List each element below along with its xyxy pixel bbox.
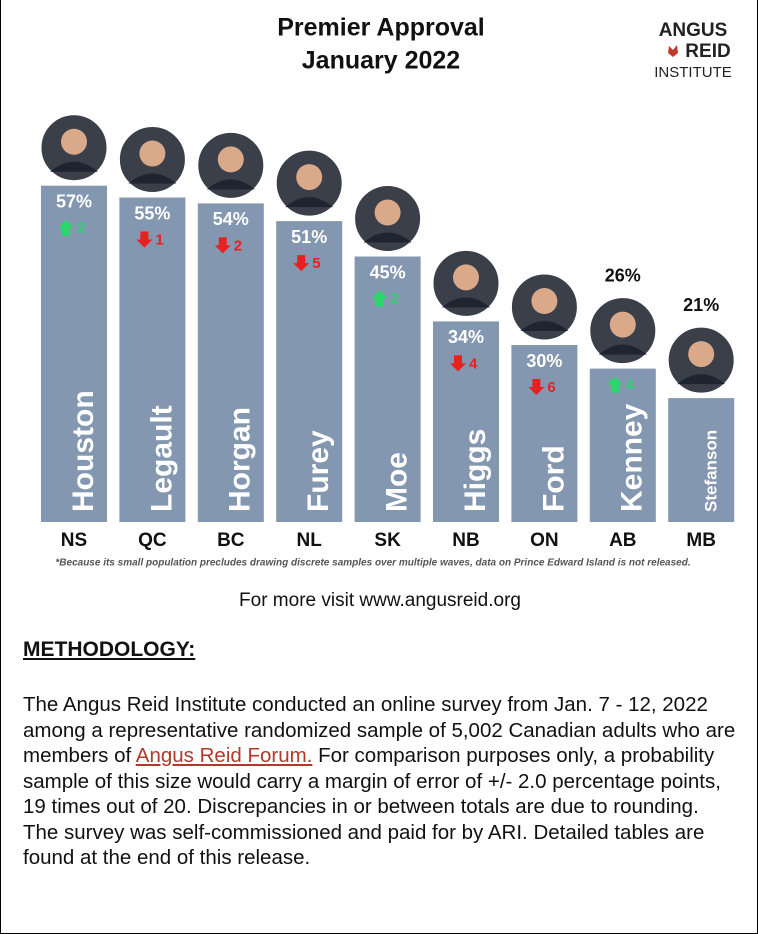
portrait-suit	[50, 161, 98, 172]
methodology-text: The Angus Reid Institute conducted an on…	[23, 692, 739, 871]
portrait-face	[688, 341, 715, 368]
premier-name: Higgs	[459, 429, 492, 512]
x-tick-label: MB	[686, 530, 716, 551]
bar	[668, 398, 735, 522]
value-label: 21%	[683, 295, 719, 315]
change-label: 5	[312, 255, 320, 272]
premier-name: Houston	[67, 390, 100, 512]
portrait-suit	[363, 232, 412, 243]
logo-text: INSTITUTE	[654, 64, 732, 81]
change-arrow	[606, 376, 623, 393]
chart-title: Premier Approval	[277, 14, 484, 42]
portrait-face	[61, 128, 87, 155]
premier-name: Furey	[302, 430, 335, 512]
change-label: 2	[77, 220, 85, 237]
visit-link-text: For more visit www.angusreid.org	[239, 590, 521, 611]
text: For comparison purposes only, a probabil…	[23, 744, 721, 869]
x-tick-label: ON	[530, 530, 559, 551]
portrait-suit	[598, 344, 647, 355]
premier-name: Horgan	[224, 407, 257, 512]
bar	[354, 256, 421, 522]
bar	[41, 185, 107, 522]
portrait-face	[296, 164, 323, 191]
portrait-face	[531, 288, 558, 314]
portrait-suit	[442, 297, 490, 308]
value-label: 30%	[526, 351, 562, 371]
value-label: 45%	[370, 262, 406, 282]
premier-name: Moe	[381, 452, 414, 512]
text: The Angus Reid Institute conducted an on…	[23, 693, 736, 767]
premier-name: Stefanson	[702, 430, 721, 512]
portrait-face	[217, 146, 244, 173]
x-tick-label: NB	[452, 530, 479, 551]
bar	[276, 221, 343, 522]
change-label: 6	[547, 379, 555, 396]
change-arrow	[293, 255, 310, 272]
x-tick-label: SK	[374, 530, 401, 551]
value-label: 54%	[213, 209, 249, 229]
x-tick-label: QC	[138, 530, 167, 551]
change-label: 4	[469, 355, 478, 372]
chart: Premier Approval January 2022 ANGUS REID…	[40, 14, 735, 569]
value-label: 57%	[56, 191, 92, 211]
x-tick-label: NL	[297, 530, 323, 551]
forum-link[interactable]: Angus Reid Forum.	[135, 744, 313, 767]
change-arrow	[528, 379, 545, 395]
change-label: 1	[155, 231, 163, 248]
change-arrow	[136, 231, 153, 248]
methodology-heading: METHODOLOGY:	[23, 638, 196, 661]
premier-name: Legault	[145, 405, 178, 512]
premier-name: Kenney	[616, 403, 649, 512]
x-tick-label: AB	[609, 530, 636, 551]
portrait-face	[374, 199, 401, 226]
change-label: 2	[234, 237, 242, 254]
change-arrow	[58, 219, 74, 236]
portrait-suit	[677, 374, 726, 385]
change-arrow	[214, 237, 231, 254]
logo-leaf	[668, 45, 678, 57]
portrait-face	[609, 311, 636, 338]
portrait-suit	[206, 179, 255, 190]
change-arrow	[371, 290, 388, 307]
change-arrow	[450, 355, 466, 372]
bar	[589, 368, 656, 522]
chart-subtitle: January 2022	[302, 47, 460, 75]
portrait-suit	[128, 173, 177, 184]
logo-text: REID	[685, 41, 730, 62]
portrait-suit	[520, 321, 569, 331]
portrait-face	[453, 264, 479, 291]
bar	[197, 203, 264, 522]
change-label: 2	[391, 290, 399, 307]
value-label: 26%	[605, 265, 641, 285]
value-label: 51%	[291, 227, 327, 247]
logo-text: ANGUS	[659, 20, 728, 41]
premier-name: Ford	[537, 445, 570, 512]
footnote: *Because its small population precludes …	[55, 558, 690, 569]
bar	[511, 345, 578, 522]
x-tick-label: BC	[217, 530, 245, 551]
bar	[119, 197, 186, 522]
value-label: 34%	[448, 327, 484, 347]
portrait-suit	[285, 197, 334, 208]
x-tick-label: NS	[61, 530, 87, 551]
portrait-face	[139, 140, 166, 167]
bar	[433, 321, 499, 522]
change-label: 4	[626, 377, 635, 394]
value-label: 55%	[134, 203, 170, 223]
